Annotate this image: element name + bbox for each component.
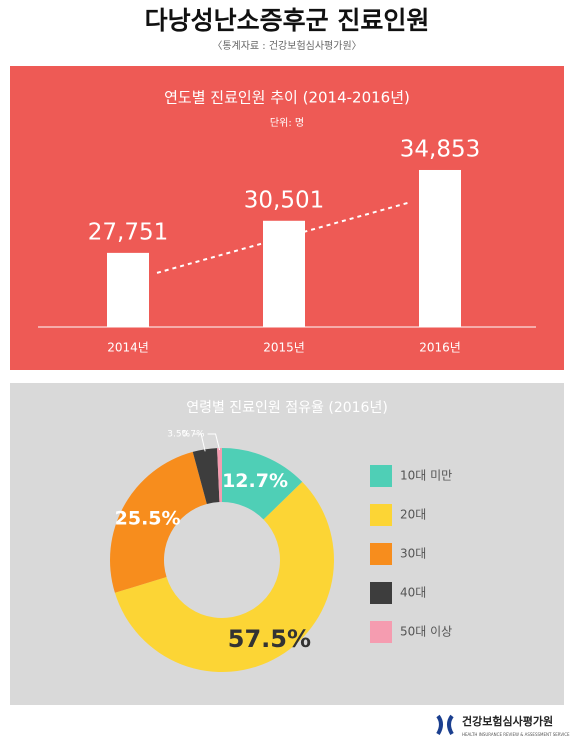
legend-swatch: [370, 582, 392, 604]
value-label: 12.7%: [222, 470, 288, 492]
legend-label: 40대: [400, 586, 426, 600]
legend-label: 20대: [400, 508, 426, 522]
bar: [263, 220, 305, 327]
donut-segment: [217, 448, 222, 503]
footer-org-en: HEALTH INSURANCE REVIEW & ASSESSMENT SER…: [462, 732, 570, 737]
legend-label: 50대 이상: [400, 625, 452, 639]
legend-swatch: [370, 465, 392, 487]
chart-title: 연령별 진료인원 점유율 (2016년): [186, 400, 388, 416]
value-label: 27,751: [88, 219, 168, 245]
value-label: 3.5%: [167, 430, 190, 440]
footer-logo: 건강보험심사평가원 HEALTH INSURANCE REVIEW & ASSE…: [436, 714, 570, 737]
logo-mark: [436, 714, 454, 736]
donut-segment: [192, 448, 220, 505]
legend-swatch: [370, 621, 392, 643]
legend-swatch: [370, 543, 392, 565]
page-title: 다낭성난소증후군 진료인원: [145, 6, 430, 35]
x-tick-label: 2014년: [107, 341, 149, 355]
value-label: 57.5%: [228, 625, 311, 653]
value-label: 0.7%: [182, 430, 205, 440]
leader-line: [193, 433, 206, 452]
source-note: 〈통계자료 : 건강보험심사평가원〉: [212, 40, 361, 52]
value-label: 34,853: [400, 136, 480, 162]
leader-line: [207, 433, 221, 451]
chart-title: 연도별 진료인원 추이 (2014-2016년): [164, 89, 410, 107]
chart-subtitle: 단위: 명: [270, 116, 304, 129]
value-label: 25.5%: [115, 507, 181, 529]
x-tick-label: 2016년: [419, 341, 461, 355]
donut-segment: [114, 481, 335, 673]
x-tick-label: 2015년: [263, 341, 305, 355]
legend-label: 10대 미만: [400, 469, 452, 483]
donut-segment: [222, 448, 303, 520]
footer-org: 건강보험심사평가원: [462, 714, 553, 728]
donut-segment: [110, 451, 207, 593]
bar: [107, 252, 149, 327]
legend-label: 30대: [400, 547, 426, 561]
legend-swatch: [370, 504, 392, 526]
bar: [419, 169, 461, 327]
trend-line: [156, 201, 412, 274]
value-label: 30,501: [244, 187, 324, 213]
